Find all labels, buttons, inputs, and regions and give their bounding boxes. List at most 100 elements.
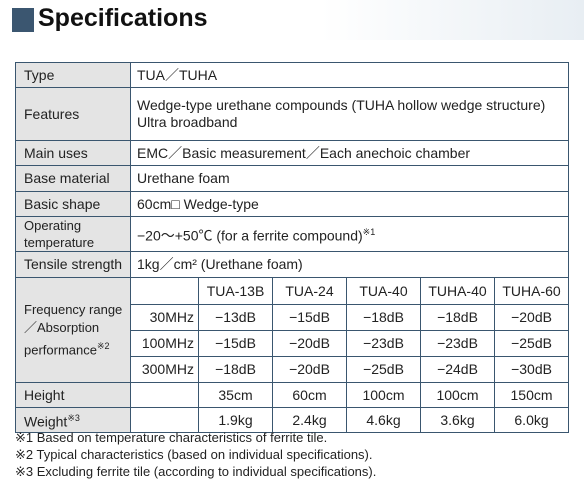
row-label: Main uses — [15, 140, 131, 166]
weight-value: 3.6kg — [420, 407, 495, 433]
title: Specifications — [38, 4, 208, 32]
model-name: TUHA-60 — [493, 277, 570, 305]
height-value: 100cm — [346, 382, 421, 408]
absorption-value: −18dB — [420, 304, 495, 331]
model-header-row: Frequency range／Absorption performance※2… — [15, 277, 570, 383]
footnote-ref: ※2 — [96, 340, 110, 351]
label-text: Height — [24, 386, 65, 403]
row-value: −20～+50℃ (for a ferrite compound)※1 — [129, 216, 570, 252]
label-text: Type — [24, 66, 55, 83]
frequency: 100MHz — [130, 330, 199, 357]
height-value: 60cm — [272, 382, 347, 408]
row-label: Type — [15, 62, 131, 88]
empty-cell — [130, 382, 199, 408]
footnote-ref: ※3 — [67, 412, 80, 423]
absorption-value: −30dB — [493, 356, 570, 383]
value-line: Wedge-type urethane compounds (TUHA holl… — [137, 97, 562, 114]
absorption-value: −25dB — [493, 330, 570, 357]
model-name: TUA-40 — [346, 277, 421, 305]
footnote-ref: ※1 — [362, 226, 376, 237]
value-text: Ultra broadband — [137, 114, 238, 130]
absorption-value: −18dB — [346, 304, 421, 331]
weight-value: 1.9kg — [198, 407, 273, 433]
value-text: Wedge-type urethane compounds (TUHA holl… — [137, 97, 546, 113]
row-label: Tensile strength — [15, 251, 131, 278]
label-text: Base material — [24, 170, 110, 186]
value-text: EMC／Basic measurement／Each anechoic cham… — [137, 144, 471, 161]
frequency: 30MHz — [130, 304, 199, 331]
model-name: TUA-13B — [198, 277, 273, 305]
row-label: Basic shape — [15, 191, 131, 217]
weight-value: 6.0kg — [493, 407, 570, 433]
label-text: Tensile strength — [24, 256, 123, 272]
row-label: Features — [15, 87, 131, 141]
label-text: Operating temperature — [24, 218, 95, 250]
label-text: Basic shape — [24, 195, 101, 212]
absorption-value: −20dB — [493, 304, 570, 331]
absorption-value: −20dB — [272, 330, 347, 357]
value-line: Urethane foam — [137, 170, 562, 187]
label-text: Features — [24, 105, 80, 122]
spec-row: Main uses EMC／Basic measurement／Each anec… — [15, 140, 570, 166]
value-line: 60cm□ Wedge-type — [137, 196, 562, 213]
absorption-label: Frequency range／Absorption performance※2 — [15, 277, 131, 383]
value-line: Ultra broadband — [137, 114, 562, 131]
spec-table: Type TUA／TUHA Features Wedge-type urethane … — [15, 62, 570, 433]
absorption-value: −13dB — [198, 304, 273, 331]
height-value: 100cm — [420, 382, 495, 408]
value-line: EMC／Basic measurement／Each anechoic cham… — [137, 145, 562, 162]
absorption-value: −18dB — [198, 356, 273, 383]
footnote: ※1 Based on temperature characteristics … — [15, 430, 328, 445]
absorption-row: 300MHz −18dB −20dB −25dB −24dB −30dB — [16, 356, 570, 383]
table-body: Type TUA／TUHA Features Wedge-type urethane … — [15, 62, 570, 433]
absorption-value: −24dB — [420, 356, 495, 383]
value-text: TUA／TUHA — [137, 66, 218, 83]
label-text: Frequency range／Absorption performance — [24, 301, 123, 358]
footnote: ※3 Excluding ferrite tile (according to … — [15, 464, 377, 479]
empty-cell — [130, 277, 199, 305]
row-label: Base material — [15, 165, 131, 192]
absorption-value: −15dB — [198, 330, 273, 357]
title-marker — [12, 8, 34, 32]
empty-cell — [130, 407, 199, 433]
absorption-value: −15dB — [272, 304, 347, 331]
value-line: −20～+50℃ (for a ferrite compound)※1 — [137, 224, 562, 245]
model-name: TUHA-40 — [420, 277, 495, 305]
value-line: 1kg／cm² (Urethane foam) — [137, 256, 562, 273]
value-line: TUA／TUHA — [137, 67, 562, 84]
row-value: Wedge-type urethane compounds (TUHA holl… — [129, 87, 570, 141]
row-value: 1kg／cm² (Urethane foam) — [129, 251, 570, 278]
row-value: 60cm□ Wedge-type — [129, 191, 570, 217]
weight-value: 2.4kg — [272, 407, 347, 433]
footnote: ※2 Typical characteristics (based on ind… — [15, 447, 373, 462]
model-name: TUA-24 — [272, 277, 347, 305]
value-text: −20～+50℃ (for a ferrite compound) — [137, 227, 363, 244]
spec-row: Base material Urethane foam — [15, 165, 570, 192]
spec-row: Tensile strength 1kg／cm² (Urethane foam) — [15, 251, 570, 278]
row-label: Weight※3 — [15, 407, 131, 433]
spec-row: Features Wedge-type urethane compounds (T… — [15, 87, 570, 141]
height-value: 150cm — [493, 382, 570, 408]
absorption-value: −23dB — [346, 330, 421, 357]
label-text: Weight — [24, 413, 68, 430]
weight-row: Weight※3 1.9kg 2.4kg 4.6kg 3.6kg 6.0kg — [15, 407, 570, 433]
spec-row: Type TUA／TUHA — [15, 62, 570, 88]
header: Specifications — [0, 0, 584, 40]
row-label: Operating temperature — [15, 216, 131, 252]
absorption-row: 100MHz −15dB −20dB −23dB −23dB −25dB — [16, 330, 570, 357]
absorption-value: −23dB — [420, 330, 495, 357]
height-value: 35cm — [198, 382, 273, 408]
value-text: 60cm□ Wedge-type — [137, 195, 259, 212]
height-row: Height 35cm 60cm 100cm 100cm 150cm — [15, 382, 570, 408]
absorption-row: 30MHz −13dB −15dB −18dB −18dB −20dB — [16, 304, 570, 331]
weight-value: 4.6kg — [346, 407, 421, 433]
row-label: Height — [15, 382, 131, 408]
row-value: EMC／Basic measurement／Each anechoic cham… — [129, 140, 570, 166]
spec-row: Operating temperature −20～+50℃ (for a fer… — [15, 216, 570, 252]
value-text: Urethane foam — [137, 170, 230, 186]
spec-row: Basic shape 60cm□ Wedge-type — [15, 191, 570, 217]
row-value: TUA／TUHA — [129, 62, 570, 88]
absorption-value: −25dB — [346, 356, 421, 383]
